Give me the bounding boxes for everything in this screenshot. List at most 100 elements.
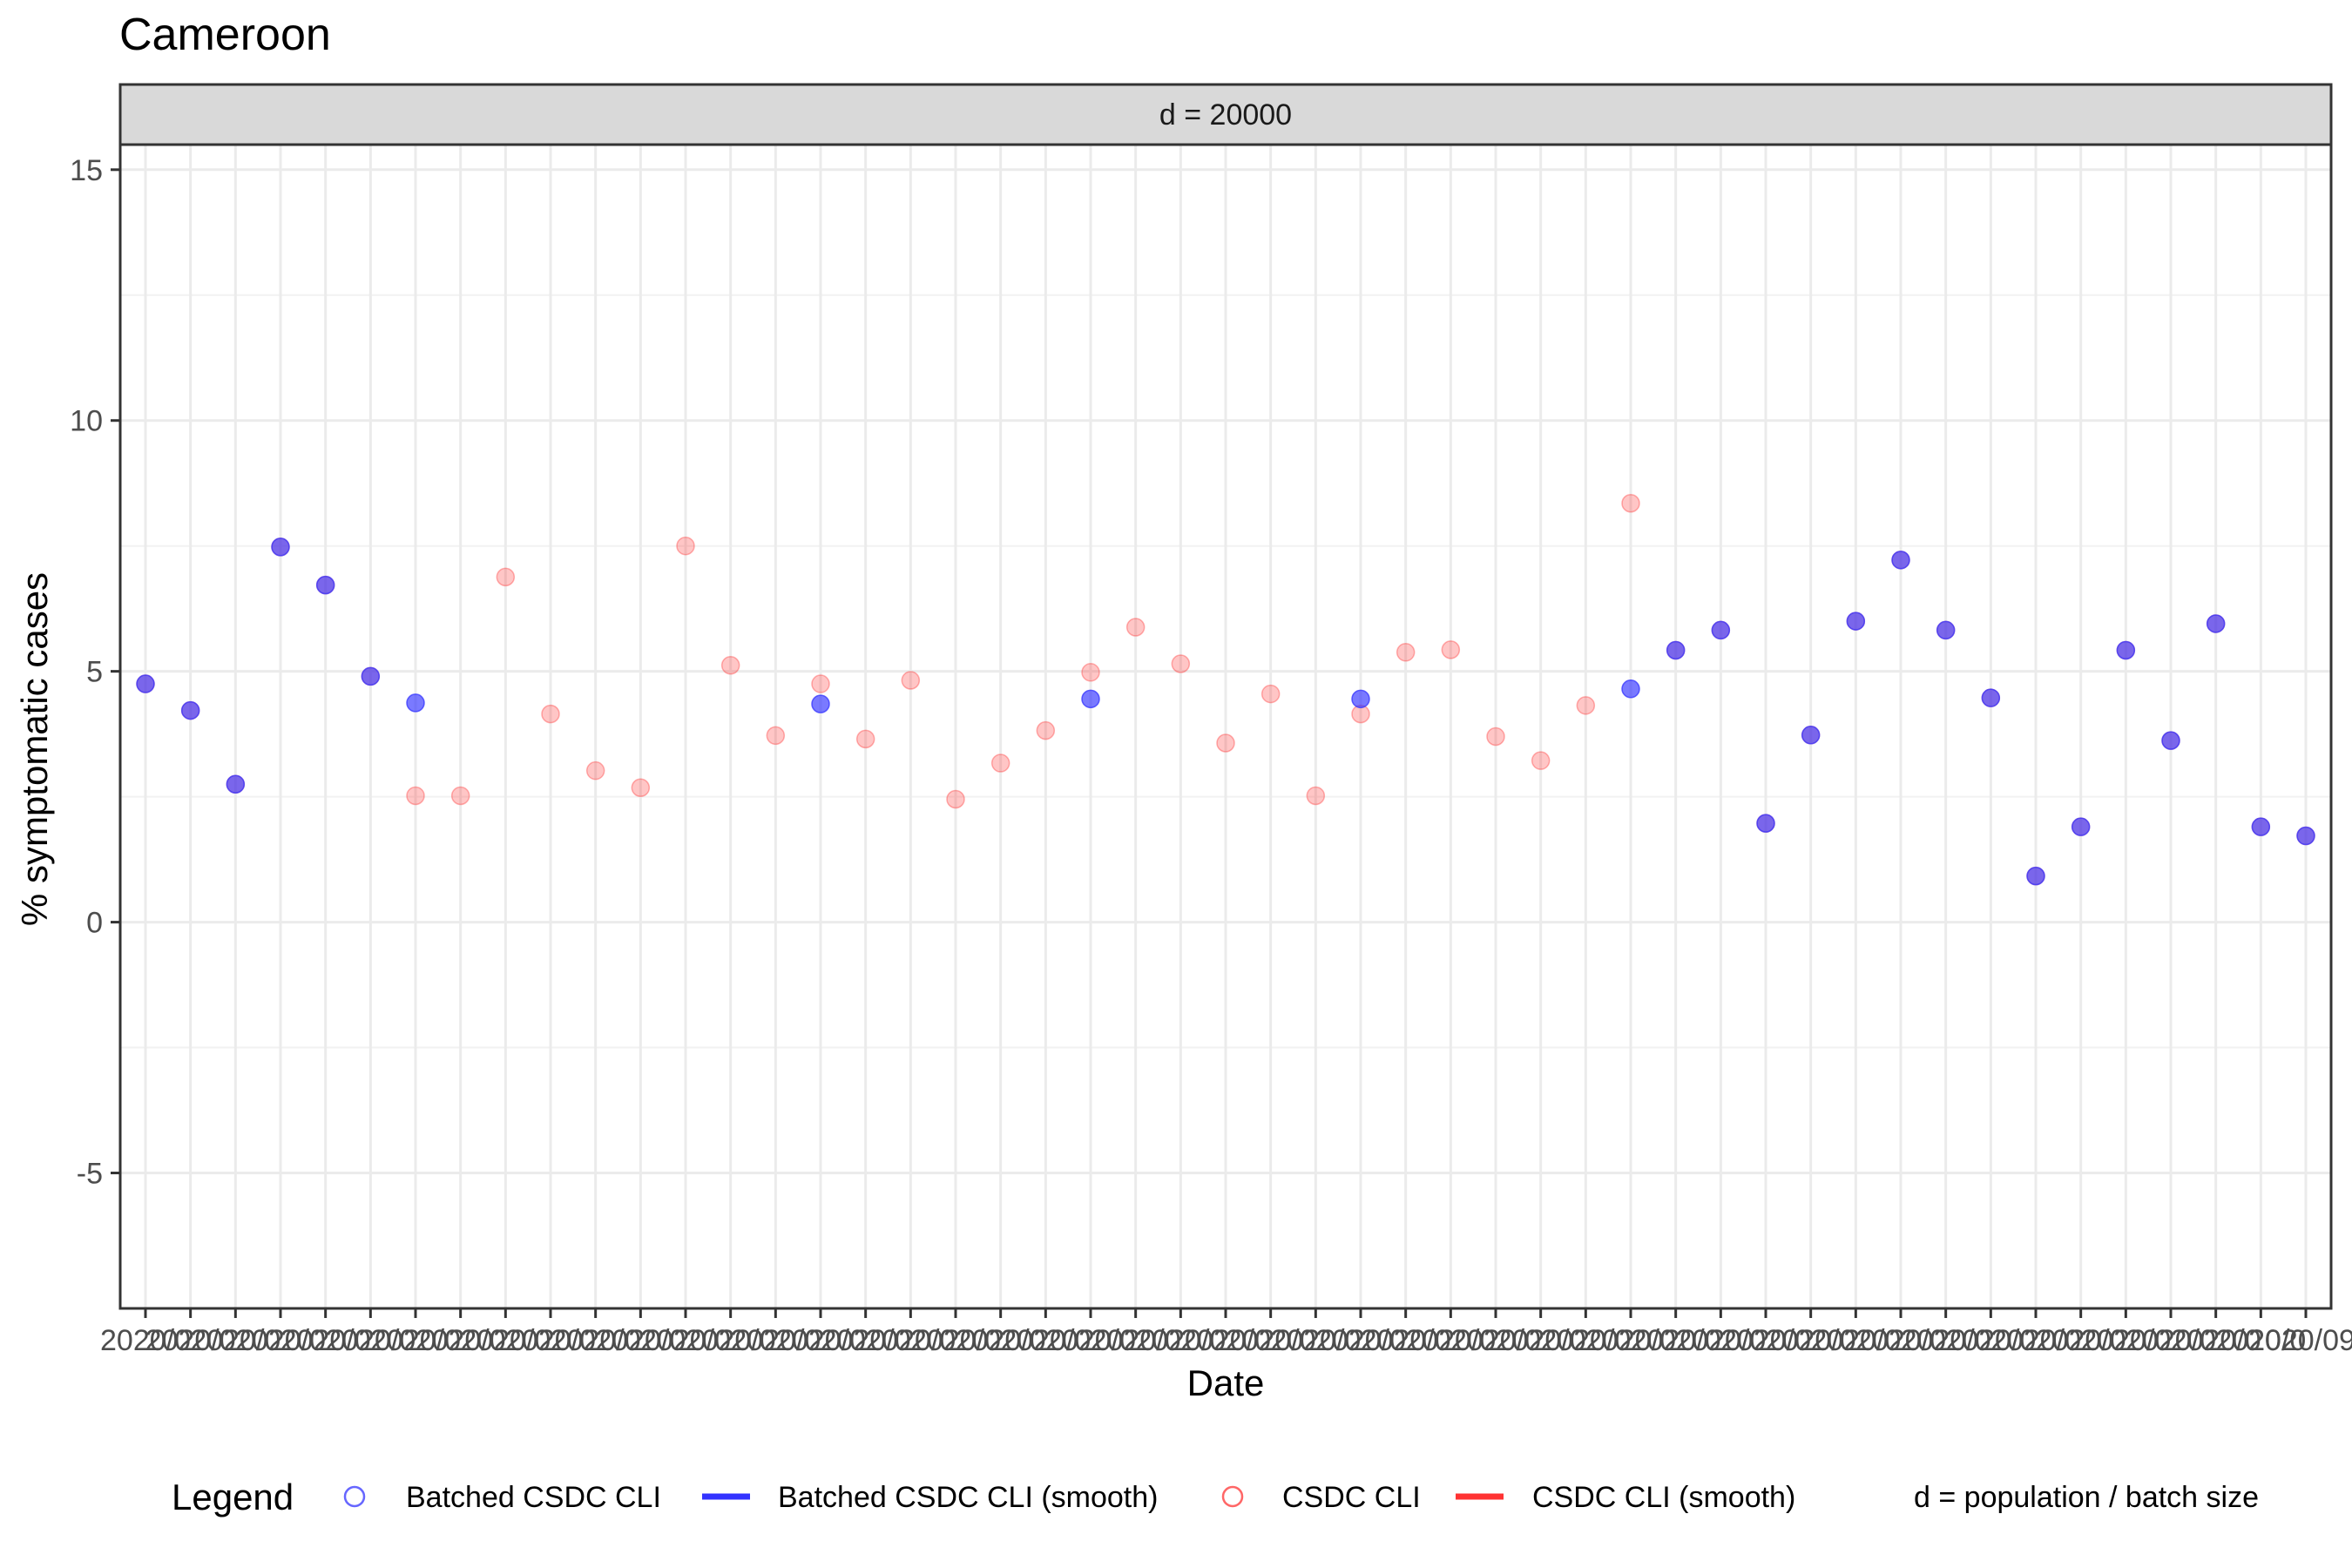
- y-axis: -5 0 5 10 15: [70, 154, 120, 1191]
- data-point: [1441, 640, 1461, 659]
- y-tick-label: 0: [86, 907, 103, 940]
- x-tick-label: 2020/0: [1361, 1324, 1451, 1357]
- y-axis-title: % symptomatic cases: [14, 572, 55, 926]
- x-tick-label: 2020/0: [1270, 1324, 1361, 1357]
- y-tick-label: -5: [77, 1158, 103, 1191]
- data-point: [1306, 786, 1326, 806]
- x-tick-label: 2020/0: [1855, 1324, 1946, 1357]
- data-point: [2071, 817, 2091, 836]
- x-tick-label: 2020/0: [235, 1324, 326, 1357]
- y-tick-label: 15: [70, 154, 103, 187]
- y-tick-label: 5: [86, 656, 103, 689]
- x-tick-label: 2020/0: [910, 1324, 1001, 1357]
- data-point: [766, 726, 786, 746]
- x-tick-label: 2020/0: [190, 1324, 280, 1357]
- data-point: [2296, 826, 2315, 846]
- x-tick-label: 2020/0: [145, 1324, 236, 1357]
- x-tick-label: 2020/0: [1720, 1324, 1811, 1357]
- x-tick-label: 2020/0: [1450, 1324, 1541, 1357]
- x-tick-label: 2020/0: [775, 1324, 866, 1357]
- data-point: [136, 674, 155, 693]
- x-tick-label: 2020/0: [1901, 1324, 1991, 1357]
- x-tick-label: 2020/0: [1226, 1324, 1316, 1357]
- data-point: [1081, 689, 1100, 709]
- legend-point-icon: [343, 1485, 366, 1508]
- data-point: [1621, 679, 1640, 699]
- legend-item-csdc-cli-smooth: CSDC CLI (smooth): [1532, 1481, 1795, 1514]
- data-point: [1891, 551, 1910, 570]
- legend: Legend Batched CSDC CLI Batched CSDC CLI…: [172, 1477, 2259, 1517]
- legend-note: d = population / batch size: [1914, 1481, 2259, 1514]
- x-tick-label: 2020/0: [1000, 1324, 1091, 1357]
- legend-item-csdc-cli: CSDC CLI: [1282, 1481, 1421, 1514]
- data-point: [361, 666, 381, 686]
- x-axis-title: Date: [1187, 1362, 1265, 1403]
- data-point: [811, 694, 830, 713]
- data-point: [2206, 614, 2226, 633]
- data-point: [1531, 751, 1551, 770]
- x-tick-label: 2020/0: [370, 1324, 461, 1357]
- legend-item-batched-csdc-cli: Batched CSDC CLI: [406, 1481, 661, 1514]
- data-point: [1711, 620, 1731, 640]
- x-tick-label: 2020/0: [1810, 1324, 1901, 1357]
- data-point: [1621, 493, 1640, 513]
- data-point: [1351, 689, 1370, 709]
- x-tick-label: 2020/0: [1045, 1324, 1136, 1357]
- data-point: [901, 671, 921, 690]
- x-tick-label: 2020/0: [1540, 1324, 1631, 1357]
- x-tick-label: 2020/0: [1945, 1324, 2036, 1357]
- x-tick-label: 2020/0: [2215, 1324, 2306, 1357]
- data-point: [1846, 612, 1866, 631]
- x-tick-label: 2020/0: [1675, 1324, 1766, 1357]
- x-tick-label: 2020/0: [325, 1324, 416, 1357]
- x-tick-label: 2020/0: [821, 1324, 911, 1357]
- x-tick-label: 2020/0: [100, 1324, 191, 1357]
- x-tick-label: 2020/0: [640, 1324, 731, 1357]
- data-point: [1936, 620, 1956, 640]
- data-point: [1396, 643, 1416, 662]
- data-point: [676, 536, 695, 556]
- data-point: [1576, 696, 1596, 715]
- grid: [120, 145, 2331, 1308]
- data-point: [1081, 663, 1100, 682]
- data-point: [1125, 618, 1146, 637]
- x-tick-label: 2020/0: [280, 1324, 371, 1357]
- x-tick-label: 2020/09/0: [2248, 1324, 2352, 1357]
- data-point: [1036, 720, 1056, 740]
- facet-strip: [118, 83, 2333, 146]
- chart-title: Cameroon: [119, 10, 331, 60]
- data-point: [180, 700, 200, 720]
- data-point: [946, 789, 965, 809]
- data-point: [811, 674, 830, 693]
- x-tick-label: 2020/0: [1585, 1324, 1676, 1357]
- legend-item-batched-csdc-cli-smooth: Batched CSDC CLI (smooth): [778, 1481, 1159, 1514]
- x-axis: 2020/02020/02020/02020/02020/02020/02020…: [100, 1308, 2352, 1357]
- data-point: [1260, 684, 1281, 704]
- x-tick-label: 2020/0: [505, 1324, 596, 1357]
- x-tick-label: 2020/0: [686, 1324, 776, 1357]
- x-tick-label: 2020/0: [595, 1324, 686, 1357]
- data-points: [136, 493, 2315, 886]
- x-tick-label: 2020/0: [1496, 1324, 1586, 1357]
- y-tick-label: 10: [70, 405, 103, 438]
- data-point: [541, 704, 560, 724]
- data-point: [631, 778, 651, 798]
- x-tick-label: 2020/0: [2126, 1324, 2216, 1357]
- x-tick-label: 2020/0: [2080, 1324, 2171, 1357]
- data-point: [1801, 726, 1821, 745]
- data-point: [585, 760, 605, 781]
- data-point: [720, 655, 740, 675]
- panel-border: [118, 143, 2333, 1310]
- x-tick-label: 2020/0: [460, 1324, 551, 1357]
- data-point: [1756, 814, 1775, 833]
- legend-point-icon: [1221, 1485, 1244, 1508]
- data-point: [406, 693, 425, 713]
- x-tick-label: 2020/0: [2036, 1324, 2126, 1357]
- x-tick-label: 2020/0: [1315, 1324, 1406, 1357]
- x-tick-label: 2020/0: [1405, 1324, 1496, 1357]
- facet-label: d = 20000: [1159, 98, 1292, 132]
- data-point: [1486, 727, 1505, 747]
- data-point: [1666, 640, 1686, 660]
- x-tick-label: 2020/0: [1631, 1324, 1721, 1357]
